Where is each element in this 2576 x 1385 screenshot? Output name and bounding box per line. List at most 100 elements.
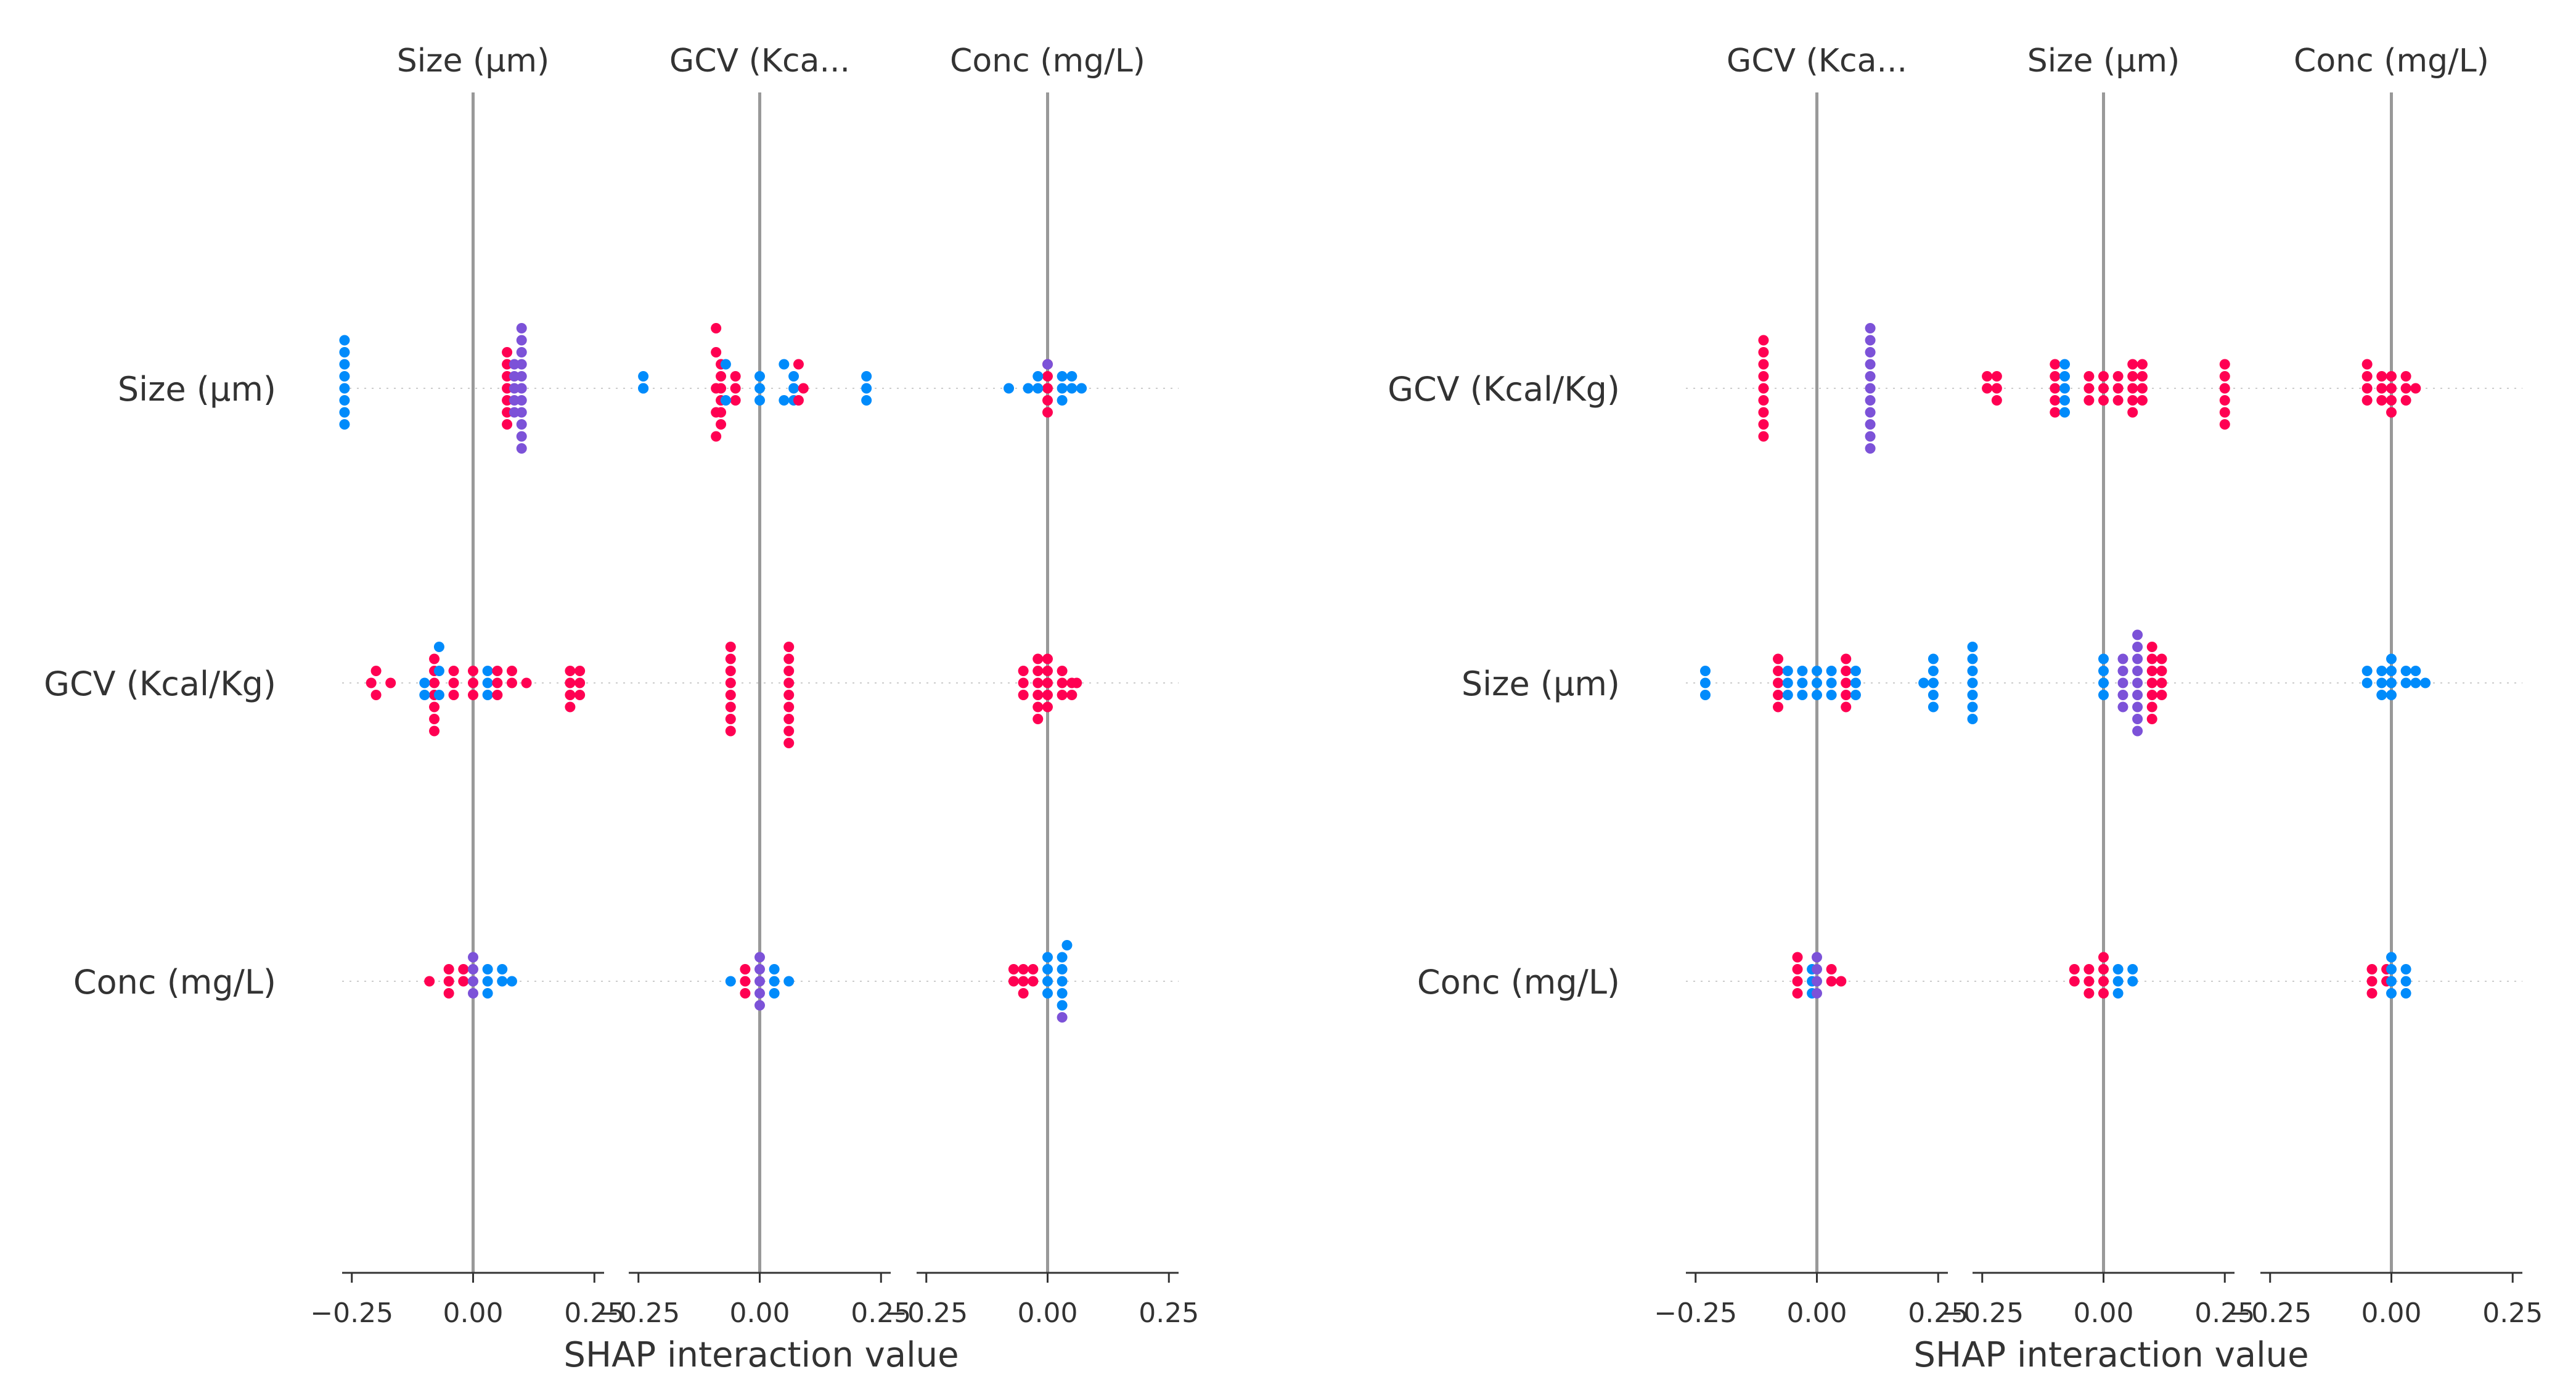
data-point bbox=[339, 419, 350, 430]
data-point bbox=[725, 653, 736, 664]
data-point bbox=[458, 964, 469, 974]
row-label: Conc (mg/L) bbox=[1417, 963, 1620, 1002]
data-point bbox=[2156, 653, 2167, 664]
x-tick-label: 0.00 bbox=[1018, 1297, 1078, 1329]
data-point bbox=[2098, 677, 2109, 688]
data-point bbox=[2117, 653, 2128, 664]
data-point bbox=[2386, 653, 2397, 664]
data-point bbox=[1057, 666, 1068, 676]
data-point bbox=[1699, 677, 1711, 688]
data-point bbox=[2219, 383, 2230, 394]
data-point bbox=[2112, 383, 2124, 394]
data-point bbox=[1018, 964, 1029, 974]
data-point bbox=[730, 371, 741, 382]
data-point bbox=[1071, 677, 1082, 688]
data-point bbox=[2146, 701, 2157, 713]
data-point bbox=[1797, 690, 1808, 700]
data-point bbox=[2366, 976, 2378, 987]
data-point bbox=[1841, 666, 1852, 676]
subplot: Conc (mg/L) −0.25 0.00 0.25 bbox=[2228, 43, 2543, 1329]
data-point bbox=[492, 690, 503, 700]
data-point bbox=[1928, 690, 1939, 700]
data-point bbox=[516, 347, 527, 357]
data-point bbox=[443, 964, 454, 974]
data-point bbox=[1699, 690, 1711, 700]
data-point bbox=[448, 666, 459, 676]
data-point bbox=[2376, 666, 2387, 676]
data-point bbox=[754, 395, 765, 406]
data-point bbox=[2059, 371, 2071, 382]
data-point bbox=[1057, 952, 1068, 963]
data-point bbox=[2386, 976, 2397, 987]
data-point bbox=[2376, 677, 2387, 688]
data-point bbox=[1042, 653, 1053, 664]
data-point bbox=[1865, 395, 1876, 406]
data-point bbox=[1066, 383, 1077, 394]
data-point bbox=[2420, 677, 2431, 688]
data-point bbox=[740, 964, 751, 974]
data-point bbox=[1057, 395, 1068, 406]
data-point bbox=[443, 976, 454, 987]
data-point bbox=[1758, 335, 1769, 346]
data-point bbox=[509, 371, 520, 382]
data-point bbox=[2132, 690, 2143, 700]
data-point bbox=[769, 988, 780, 999]
x-tick-label: 0.00 bbox=[443, 1297, 504, 1329]
data-point bbox=[779, 359, 790, 370]
data-point bbox=[468, 952, 478, 963]
row-label: GCV (Kcal/Kg) bbox=[44, 664, 276, 703]
data-point bbox=[509, 407, 520, 418]
data-point bbox=[2146, 666, 2157, 676]
data-point bbox=[448, 690, 459, 700]
data-point bbox=[482, 988, 493, 999]
data-point bbox=[740, 976, 751, 987]
data-point bbox=[2059, 407, 2071, 418]
data-point bbox=[1057, 383, 1068, 394]
data-point bbox=[1850, 690, 1861, 700]
data-point bbox=[2127, 383, 2138, 394]
data-point bbox=[482, 666, 493, 676]
data-point bbox=[1773, 666, 1784, 676]
data-point bbox=[1812, 964, 1822, 974]
data-point bbox=[1042, 395, 1053, 406]
data-point bbox=[711, 431, 722, 442]
data-point bbox=[1032, 371, 1044, 382]
x-tick-label: 0.25 bbox=[1139, 1297, 1199, 1329]
data-point bbox=[798, 383, 809, 394]
data-point bbox=[2146, 642, 2157, 652]
data-point bbox=[516, 371, 527, 382]
data-point bbox=[2410, 677, 2421, 688]
data-point bbox=[2050, 359, 2061, 370]
x-tick-label: 0.00 bbox=[730, 1297, 790, 1329]
data-point bbox=[2050, 395, 2061, 406]
data-point bbox=[2146, 690, 2157, 700]
x-tick-label: 0.25 bbox=[1908, 1297, 1968, 1329]
data-point bbox=[2132, 666, 2143, 676]
data-point bbox=[482, 976, 493, 987]
data-point bbox=[516, 443, 527, 454]
data-point bbox=[1032, 690, 1044, 700]
x-tick-label: −0.25 bbox=[597, 1297, 680, 1329]
subplot: GCV (Kca... −0.25 0.00 0.25 bbox=[597, 43, 911, 1329]
data-point bbox=[720, 395, 731, 406]
data-point bbox=[2376, 395, 2387, 406]
data-point bbox=[2132, 642, 2143, 652]
data-point bbox=[492, 666, 503, 676]
data-point bbox=[725, 725, 736, 737]
data-point bbox=[506, 677, 517, 688]
data-point bbox=[2376, 383, 2387, 394]
data-point bbox=[2386, 371, 2397, 382]
row-label: GCV (Kcal/Kg) bbox=[1388, 370, 1620, 409]
data-point bbox=[638, 383, 649, 394]
data-point bbox=[339, 371, 350, 382]
data-point bbox=[2400, 964, 2411, 974]
data-point bbox=[1797, 677, 1808, 688]
data-point bbox=[1982, 371, 1993, 382]
row-label: Conc (mg/L) bbox=[73, 963, 276, 1002]
data-point bbox=[2098, 653, 2109, 664]
data-point bbox=[458, 976, 469, 987]
data-point bbox=[1826, 976, 1837, 987]
data-point bbox=[2219, 371, 2230, 382]
data-point bbox=[638, 371, 649, 382]
data-point bbox=[1018, 690, 1029, 700]
